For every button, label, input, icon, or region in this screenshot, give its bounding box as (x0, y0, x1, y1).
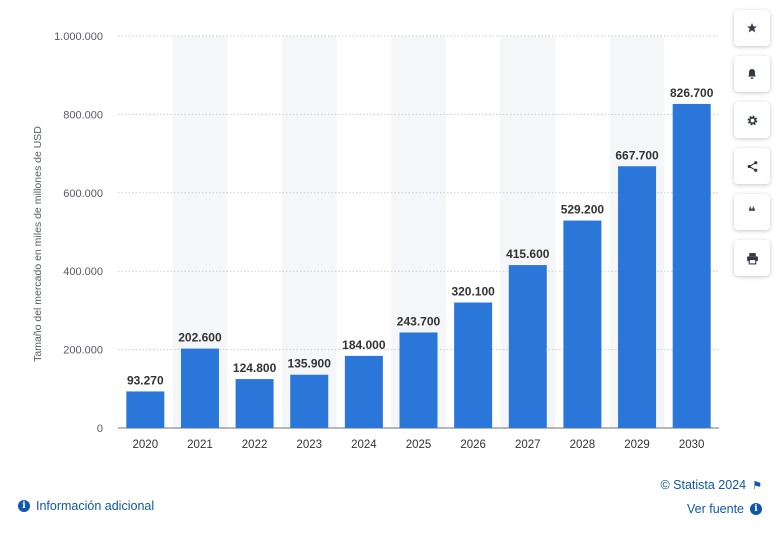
bar (672, 103, 711, 429)
source-label: Ver fuente (687, 502, 744, 516)
x-tick-label: 2020 (133, 439, 159, 451)
settings-button[interactable] (734, 102, 770, 138)
y-tick-label: 400.000 (63, 266, 103, 278)
additional-info-label: Información adicional (36, 499, 155, 513)
column-band (281, 36, 337, 428)
data-label: 202.600 (178, 331, 222, 345)
x-tick-label: 2026 (460, 439, 486, 451)
y-tick-label: 1.000.000 (54, 31, 103, 43)
x-tick-label: 2022 (242, 439, 268, 451)
bar (126, 391, 165, 428)
x-tick-label: 2021 (187, 439, 213, 451)
gear-icon (746, 114, 759, 127)
info-icon: i (750, 503, 762, 515)
y-axis-title: Tamaño del mercado en miles de millones … (32, 126, 44, 362)
data-label: 529.200 (561, 203, 605, 217)
x-tick-label: 2029 (624, 439, 650, 451)
bar (618, 166, 657, 428)
view-source-link[interactable]: Ver fuente i (687, 502, 762, 516)
bell-icon (746, 68, 758, 80)
flag-icon: ⚑ (752, 479, 762, 492)
statista-credits-link[interactable]: © Statista 2024 ⚑ (660, 478, 762, 492)
bar (344, 355, 383, 428)
data-label: 667.700 (615, 148, 659, 162)
x-tick-label: 2027 (515, 439, 541, 451)
favorite-button[interactable] (734, 10, 770, 46)
bar (399, 332, 438, 428)
bar (563, 220, 602, 428)
additional-info-link[interactable]: i Información adicional (18, 499, 154, 513)
data-label: 243.700 (397, 314, 441, 328)
quote-icon: ❝ (748, 204, 756, 219)
share-icon (746, 160, 759, 173)
x-tick-label: 2023 (296, 439, 322, 451)
star-icon (746, 22, 758, 34)
data-label: 124.800 (233, 361, 277, 375)
bar (235, 379, 274, 428)
data-label: 320.100 (451, 285, 495, 299)
bar (508, 265, 547, 428)
x-tick-label: 2024 (351, 439, 377, 451)
x-tick-label: 2030 (679, 439, 705, 451)
print-icon (746, 252, 759, 265)
x-tick-label: 2025 (406, 439, 432, 451)
y-tick-label: 600.000 (63, 188, 103, 200)
notification-button[interactable] (734, 56, 770, 92)
cite-button[interactable]: ❝ (734, 194, 770, 230)
bar (180, 348, 219, 428)
bar (454, 302, 493, 428)
data-label: 93.270 (127, 373, 164, 387)
x-tick-label: 2028 (570, 439, 596, 451)
credits-label: © Statista 2024 (660, 478, 747, 492)
y-tick-label: 200.000 (63, 345, 103, 357)
data-label: 415.600 (506, 247, 550, 261)
info-icon: i (18, 500, 30, 512)
side-toolbar: ❝ (734, 10, 772, 286)
share-button[interactable] (734, 148, 770, 184)
data-label: 135.900 (288, 357, 332, 371)
bar (290, 374, 329, 428)
data-label: 826.700 (670, 86, 714, 100)
y-tick-label: 0 (97, 423, 103, 435)
data-label: 184.000 (342, 338, 386, 352)
print-button[interactable] (734, 240, 770, 276)
y-tick-label: 800.000 (63, 109, 103, 121)
